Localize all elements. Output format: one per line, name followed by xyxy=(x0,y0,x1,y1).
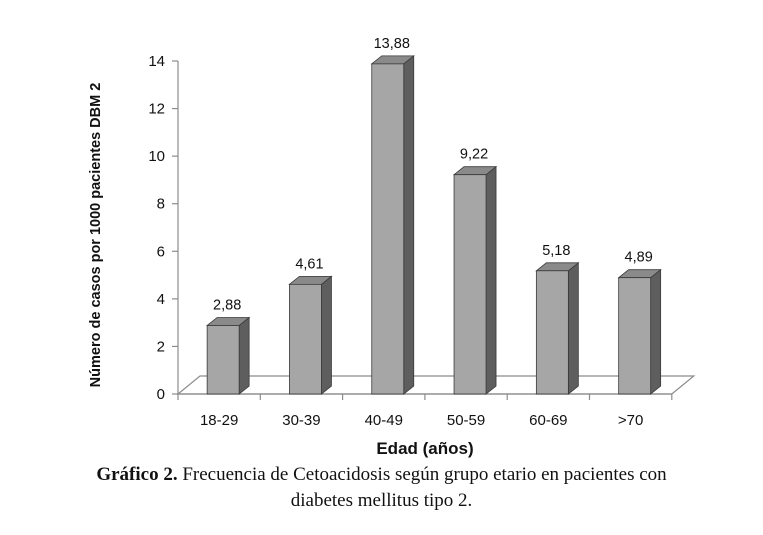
data-label: 4,89 xyxy=(625,250,653,266)
bar-side xyxy=(403,55,415,395)
x-tick-label: 18-29 xyxy=(200,412,238,429)
bar: 4,61 xyxy=(288,256,333,395)
data-label: 2,88 xyxy=(213,297,241,313)
bar-front xyxy=(535,270,569,395)
data-label: 4,61 xyxy=(295,256,323,272)
bar-front xyxy=(206,325,240,395)
bar: 2,88 xyxy=(206,297,251,395)
bar-side xyxy=(238,316,250,395)
x-tick-label: 60-69 xyxy=(529,412,567,429)
y-tick-label: 2 xyxy=(157,338,165,355)
caption-bold: Gráfico 2. xyxy=(96,464,178,485)
bar-chart: 0 2 4 6 8 10 12 14 2,88 4,61 13,88 9,22 5,18 4,89 18… xyxy=(88,36,696,458)
y-tick-label: 10 xyxy=(148,148,165,165)
chart-floor xyxy=(176,375,696,395)
data-label: 5,18 xyxy=(542,243,570,259)
bar-front xyxy=(453,174,487,395)
y-tick-label: 8 xyxy=(157,196,165,213)
y-tick-label: 4 xyxy=(157,291,165,308)
bar: 13,88 xyxy=(370,36,415,395)
caption-line2: diabetes mellitus tipo 2. xyxy=(290,490,473,511)
x-tick-labels: 18-29 30-39 40-49 50-59 60-69 >70 xyxy=(177,394,673,429)
bar-side xyxy=(567,261,579,395)
floor-plane xyxy=(176,375,696,395)
bars: 2,88 4,61 13,88 9,22 5,18 4,89 xyxy=(206,36,662,395)
bar-side xyxy=(650,268,662,395)
bar-front xyxy=(618,277,652,395)
bar-side xyxy=(485,165,497,395)
x-axis-label: Edad (años) xyxy=(376,439,473,458)
y-tick-label: 14 xyxy=(148,53,165,70)
bar-front xyxy=(289,283,322,395)
bar: 4,89 xyxy=(617,250,662,395)
y-tick-label: 6 xyxy=(157,243,165,260)
caption-text: Frecuencia de Cetoacidosis según grupo e… xyxy=(177,464,667,485)
y-tick-label: 0 xyxy=(157,386,165,403)
x-tick-label: >70 xyxy=(618,412,643,429)
figure-caption: Gráfico 2. Frecuencia de Cetoacidosis se… xyxy=(0,462,763,514)
x-tick-label: 50-59 xyxy=(447,412,485,429)
bar: 9,22 xyxy=(452,147,498,395)
bar-side xyxy=(321,275,332,395)
x-tick-label: 30-39 xyxy=(282,412,320,429)
x-tick-label: 40-49 xyxy=(365,412,403,429)
data-label: 9,22 xyxy=(460,147,488,163)
data-label: 13,88 xyxy=(374,36,410,52)
y-tick-label: 12 xyxy=(148,101,165,118)
y-axis-label: Número de casos por 1000 pacientes DBM 2 xyxy=(88,83,104,388)
bar-front xyxy=(371,63,405,395)
bar: 5,18 xyxy=(535,243,580,395)
